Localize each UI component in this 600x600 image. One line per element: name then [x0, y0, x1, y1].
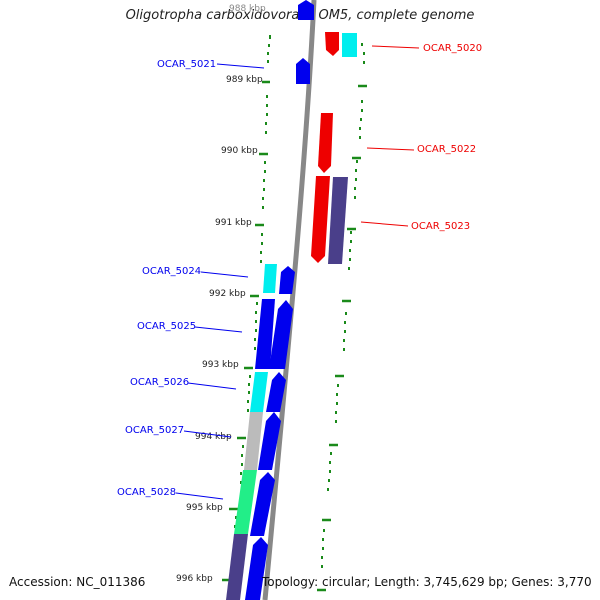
gene-label-ocar-5028[interactable]: OCAR_5028	[117, 487, 176, 498]
kbp-label: 988 kbp	[229, 4, 266, 14]
gene-ocar-5027[interactable]	[244, 412, 263, 470]
kbp-label: 996 kbp	[176, 574, 213, 584]
kbp-label: 993 kbp	[202, 360, 239, 370]
right-tick-track	[317, 43, 367, 592]
gene-forward-blue-5[interactable]	[250, 472, 275, 536]
gene-forward-blue-3[interactable]	[266, 372, 286, 412]
kbp-label: 989 kbp	[226, 75, 263, 85]
forward-strand-genes	[226, 0, 314, 600]
gene-forward-blue-2[interactable]	[269, 300, 293, 369]
gene-ocar-5022[interactable]	[318, 113, 333, 173]
gene-labels: OCAR_5020 OCAR_5021 OCAR_5022 OCAR_5023 …	[117, 43, 482, 498]
gene-label-ocar-5021[interactable]: OCAR_5021	[157, 59, 216, 70]
gene-cyan-right-top[interactable]	[342, 33, 357, 57]
gene-ocar-5020[interactable]	[325, 32, 339, 56]
gene-ocar-5023-slate[interactable]	[328, 177, 348, 264]
gene-label-ocar-5022[interactable]: OCAR_5022	[417, 144, 476, 155]
kbp-labels: 988 kbp 989 kbp 990 kbp 991 kbp 992 kbp …	[176, 4, 266, 584]
gene-ocar-5025[interactable]	[255, 299, 275, 369]
gene-forward-blue-4[interactable]	[258, 412, 281, 470]
label-leaders	[175, 45, 420, 500]
topology-text: Topology: circular; Length: 3,745,629 bp…	[262, 575, 592, 589]
genome-backbone	[262, 0, 317, 600]
gene-ocar-5026[interactable]	[250, 372, 268, 412]
gene-forward-blue-1[interactable]	[279, 266, 295, 294]
gene-forward-blue-6[interactable]	[245, 537, 268, 600]
kbp-label: 990 kbp	[221, 146, 258, 156]
gene-ocar-5028[interactable]	[234, 470, 257, 534]
kbp-label: 991 kbp	[215, 218, 252, 228]
gene-label-ocar-5023[interactable]: OCAR_5023	[411, 221, 470, 232]
gene-label-ocar-5026[interactable]: OCAR_5026	[130, 377, 189, 388]
kbp-label: 994 kbp	[195, 432, 232, 442]
kbp-label: 995 kbp	[186, 503, 223, 513]
gene-ocar-5021[interactable]	[296, 58, 310, 84]
accession-text: Accession: NC_011386	[9, 575, 146, 589]
reverse-strand-genes	[311, 32, 357, 264]
gene-ocar-5024[interactable]	[263, 264, 277, 293]
gene-top-blue-fragment[interactable]	[298, 0, 314, 20]
kbp-label: 992 kbp	[209, 289, 246, 299]
gene-label-ocar-5024[interactable]: OCAR_5024	[142, 266, 201, 277]
gene-slate-bottom[interactable]	[226, 534, 248, 600]
gene-label-ocar-5020[interactable]: OCAR_5020	[423, 43, 482, 54]
gene-label-ocar-5027[interactable]: OCAR_5027	[125, 425, 184, 436]
gene-label-ocar-5025[interactable]: OCAR_5025	[137, 321, 196, 332]
left-tick-track	[222, 35, 271, 582]
gene-ocar-5023-red[interactable]	[311, 176, 330, 263]
